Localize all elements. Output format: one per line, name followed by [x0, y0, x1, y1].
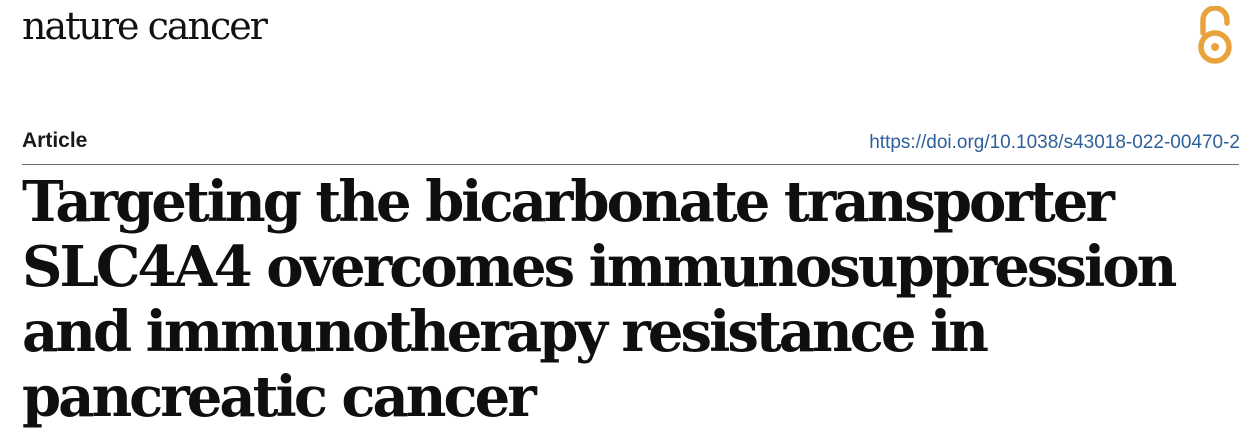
journal-name[interactable]: nature cancer	[22, 4, 268, 48]
title-line-1: Targeting the bicarbonate transporter	[22, 169, 1115, 235]
title-line-2: SLC4A4 overcomes immunosuppression	[22, 234, 1177, 300]
title-line-3: and immunotherapy resistance in	[22, 299, 989, 365]
title-line-4: pancreatic cancer	[22, 364, 537, 430]
article-type-label: Article	[22, 129, 88, 152]
open-access-icon	[1198, 6, 1232, 64]
article-title: Targeting the bicarbonate transporter SL…	[22, 170, 1237, 430]
header-divider	[22, 164, 1239, 165]
doi-link[interactable]: https://doi.org/10.1038/s43018-022-00470…	[869, 132, 1240, 153]
